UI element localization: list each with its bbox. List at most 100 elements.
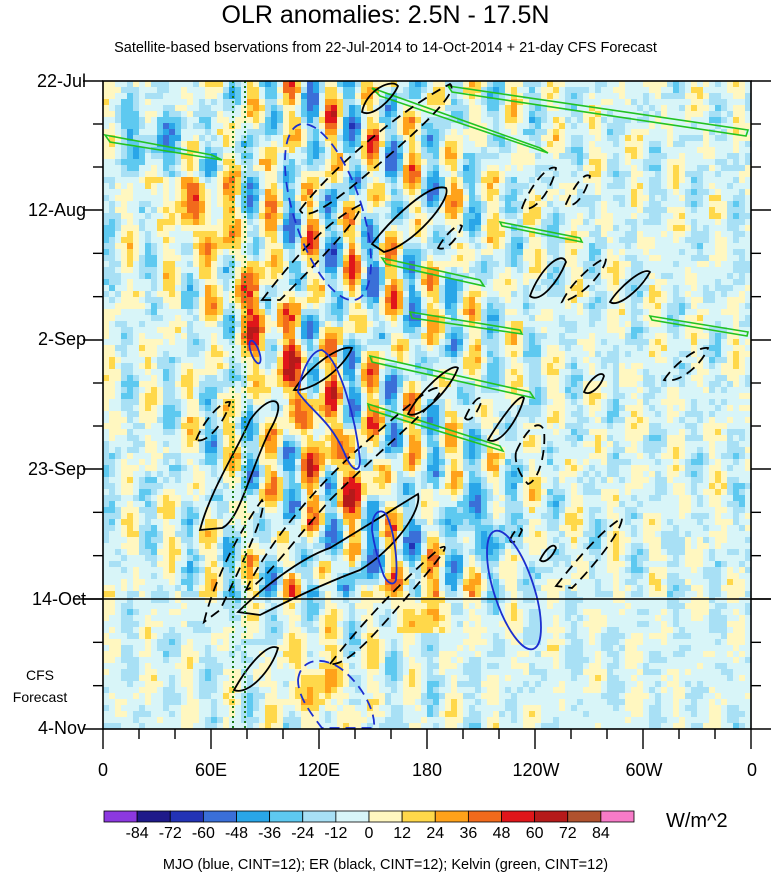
olr-cell bbox=[517, 195, 524, 202]
olr-cell bbox=[187, 327, 194, 334]
olr-cell bbox=[457, 279, 464, 286]
olr-cell bbox=[241, 291, 248, 298]
olr-cell bbox=[211, 117, 218, 124]
olr-cell bbox=[493, 297, 500, 304]
olr-cell bbox=[487, 237, 494, 244]
olr-cell bbox=[505, 237, 512, 244]
olr-cell bbox=[703, 153, 710, 160]
olr-cell bbox=[469, 297, 476, 304]
olr-cell bbox=[493, 339, 500, 346]
olr-cell bbox=[271, 129, 278, 136]
olr-cell bbox=[127, 351, 134, 358]
olr-cell bbox=[457, 93, 464, 100]
olr-cell bbox=[217, 237, 224, 244]
olr-cell bbox=[667, 321, 674, 328]
olr-cell bbox=[505, 255, 512, 262]
olr-cell bbox=[469, 333, 476, 340]
olr-cell bbox=[535, 105, 542, 112]
olr-cell bbox=[469, 213, 476, 220]
olr-cell bbox=[739, 81, 746, 88]
olr-cell bbox=[223, 81, 230, 88]
olr-cell bbox=[301, 165, 308, 172]
olr-cell bbox=[631, 129, 638, 136]
olr-cell bbox=[649, 117, 656, 124]
olr-cell bbox=[271, 183, 278, 190]
olr-cell bbox=[217, 279, 224, 286]
olr-cell bbox=[511, 177, 518, 184]
olr-cell bbox=[127, 231, 134, 238]
olr-cell bbox=[571, 261, 578, 268]
olr-cell bbox=[349, 327, 356, 334]
olr-cell bbox=[127, 87, 134, 94]
olr-cell bbox=[535, 261, 542, 268]
olr-cell bbox=[643, 165, 650, 172]
olr-cell bbox=[115, 141, 122, 148]
olr-cell bbox=[127, 111, 134, 118]
olr-cell bbox=[427, 177, 434, 184]
olr-cell bbox=[259, 267, 266, 274]
olr-cell bbox=[511, 255, 518, 262]
olr-cell bbox=[637, 105, 644, 112]
olr-cell bbox=[253, 165, 260, 172]
olr-cell bbox=[703, 81, 710, 88]
olr-cell bbox=[703, 129, 710, 136]
olr-cell bbox=[517, 105, 524, 112]
olr-cell bbox=[493, 123, 500, 130]
olr-cell bbox=[433, 279, 440, 286]
olr-cell bbox=[469, 135, 476, 142]
olr-cell bbox=[223, 195, 230, 202]
olr-cell bbox=[661, 273, 668, 280]
olr-cell bbox=[205, 153, 212, 160]
olr-cell bbox=[715, 99, 722, 106]
olr-cell bbox=[109, 357, 116, 364]
olr-cell bbox=[403, 225, 410, 232]
olr-cell bbox=[163, 213, 170, 220]
olr-cell bbox=[205, 237, 212, 244]
olr-cell bbox=[439, 159, 446, 166]
olr-cell bbox=[589, 87, 596, 94]
olr-cell bbox=[211, 345, 218, 352]
olr-cell bbox=[601, 291, 608, 298]
olr-cell bbox=[691, 135, 698, 142]
olr-cell bbox=[583, 153, 590, 160]
olr-cell bbox=[445, 309, 452, 316]
olr-cell bbox=[727, 189, 734, 196]
olr-cell bbox=[487, 189, 494, 196]
olr-cell bbox=[283, 321, 290, 328]
olr-cell bbox=[523, 315, 530, 322]
olr-cell bbox=[331, 333, 338, 340]
olr-cell bbox=[559, 237, 566, 244]
olr-cell bbox=[211, 237, 218, 244]
olr-cell bbox=[409, 225, 416, 232]
olr-cell bbox=[331, 267, 338, 274]
olr-cell bbox=[301, 195, 308, 202]
olr-cell bbox=[547, 279, 554, 286]
olr-cell bbox=[739, 303, 746, 310]
olr-cell bbox=[307, 285, 314, 292]
olr-cell bbox=[217, 123, 224, 130]
olr-cell bbox=[265, 303, 272, 310]
olr-cell bbox=[343, 285, 350, 292]
olr-cell bbox=[721, 147, 728, 154]
olr-cell bbox=[313, 159, 320, 166]
olr-cell bbox=[127, 273, 134, 280]
olr-cell bbox=[205, 255, 212, 262]
olr-cell bbox=[349, 195, 356, 202]
olr-cell bbox=[145, 333, 152, 340]
olr-cell bbox=[193, 201, 200, 208]
olr-cell bbox=[529, 99, 536, 106]
olr-cell bbox=[331, 201, 338, 208]
olr-cell bbox=[247, 273, 254, 280]
olr-cell bbox=[571, 321, 578, 328]
olr-cell bbox=[271, 339, 278, 346]
olr-cell bbox=[229, 147, 236, 154]
olr-cell bbox=[175, 105, 182, 112]
olr-cell bbox=[601, 183, 608, 190]
olr-cell bbox=[331, 177, 338, 184]
olr-cell bbox=[427, 303, 434, 310]
olr-cell bbox=[205, 189, 212, 196]
olr-cell bbox=[721, 141, 728, 148]
olr-cell bbox=[679, 351, 686, 358]
olr-cell bbox=[409, 87, 416, 94]
olr-cell bbox=[565, 309, 572, 316]
